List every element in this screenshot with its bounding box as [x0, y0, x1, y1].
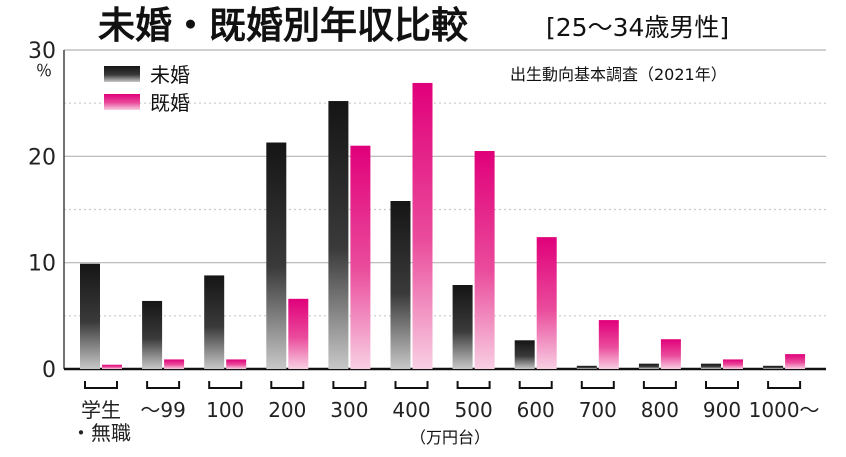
y-tick-label: 0	[42, 358, 56, 383]
x-tick-label: 900	[703, 398, 741, 422]
x-tick-label: 800	[641, 398, 679, 422]
x-tick-label: 400	[392, 398, 430, 422]
bar-unmarried	[266, 142, 287, 369]
x-tick-bracket	[642, 381, 677, 389]
legend: 未婚 既婚	[104, 63, 190, 115]
x-tick-label: 100	[206, 398, 244, 422]
x-tick-label: 300	[330, 398, 368, 422]
x-tick-bracket	[394, 381, 429, 389]
x-tick-bracket	[84, 381, 118, 389]
chart-title: 未婚・既婚別年収比較	[98, 4, 469, 47]
legend-swatch-unmarried	[104, 66, 140, 82]
x-tick-layer: 学生・無職 ～99 100 200 300 400 500 600 700 800 900 1000～	[71, 381, 820, 445]
x-tick-bracket	[580, 381, 615, 389]
bar-unmarried	[142, 300, 163, 369]
bar-married	[350, 145, 371, 369]
bar-unmarried	[328, 101, 349, 369]
x-tick-label: 1000～	[749, 398, 820, 422]
x-tick-bracket	[705, 381, 739, 389]
x-tick-label: ～99	[140, 398, 185, 422]
grid-layer	[63, 49, 826, 371]
x-tick-label: 700	[579, 398, 617, 422]
y-tick-layer: 0 10 20 30	[28, 39, 56, 383]
bar-married	[102, 364, 122, 369]
bar-unmarried	[576, 365, 597, 369]
x-tick-bracket	[332, 381, 367, 389]
bar-married	[785, 354, 806, 369]
legend-label-unmarried: 未婚	[150, 63, 190, 87]
y-tick-label: 10	[28, 252, 56, 277]
y-unit-label: ％	[36, 61, 52, 80]
bar-married	[474, 151, 495, 369]
bar-unmarried	[638, 363, 659, 369]
x-tick-label: 500	[455, 398, 493, 422]
x-tick-bracket	[767, 381, 802, 389]
bar-unmarried	[763, 365, 784, 369]
x-tick-bracket	[146, 381, 181, 389]
x-tick-bracket	[208, 381, 243, 389]
source-note: 出生動向基本調査（2021年）	[510, 65, 727, 84]
bar-unmarried	[452, 284, 473, 369]
bar-married	[660, 339, 681, 369]
x-axis-title: （万円台）	[410, 428, 490, 447]
y-tick-label: 30	[28, 39, 56, 64]
bar-married	[164, 359, 185, 369]
bar-married	[412, 82, 433, 370]
bar-unmarried	[204, 275, 225, 369]
x-tick-bracket	[518, 381, 553, 389]
bar-married	[288, 298, 309, 369]
bar-unmarried	[514, 340, 535, 369]
x-tick-label: 200	[268, 398, 306, 422]
bar-unmarried	[80, 263, 100, 369]
bar-married	[536, 237, 557, 369]
bar-unmarried	[701, 363, 721, 369]
bar-married	[598, 320, 619, 369]
x-tick-label: 600	[517, 398, 555, 422]
bar-married	[226, 359, 247, 369]
x-tick-label: ・無職	[71, 421, 131, 445]
legend-swatch-married	[104, 94, 140, 110]
bar-unmarried	[390, 200, 411, 369]
bar-layer	[80, 82, 806, 370]
x-tick-label: 学生	[81, 398, 121, 422]
bar-married	[723, 359, 743, 369]
chart-subtitle: [25～34歳男性]	[546, 13, 729, 42]
x-tick-bracket	[456, 381, 491, 389]
x-tick-bracket	[270, 381, 305, 389]
y-tick-label: 20	[28, 145, 56, 170]
legend-label-married: 既婚	[150, 91, 190, 115]
